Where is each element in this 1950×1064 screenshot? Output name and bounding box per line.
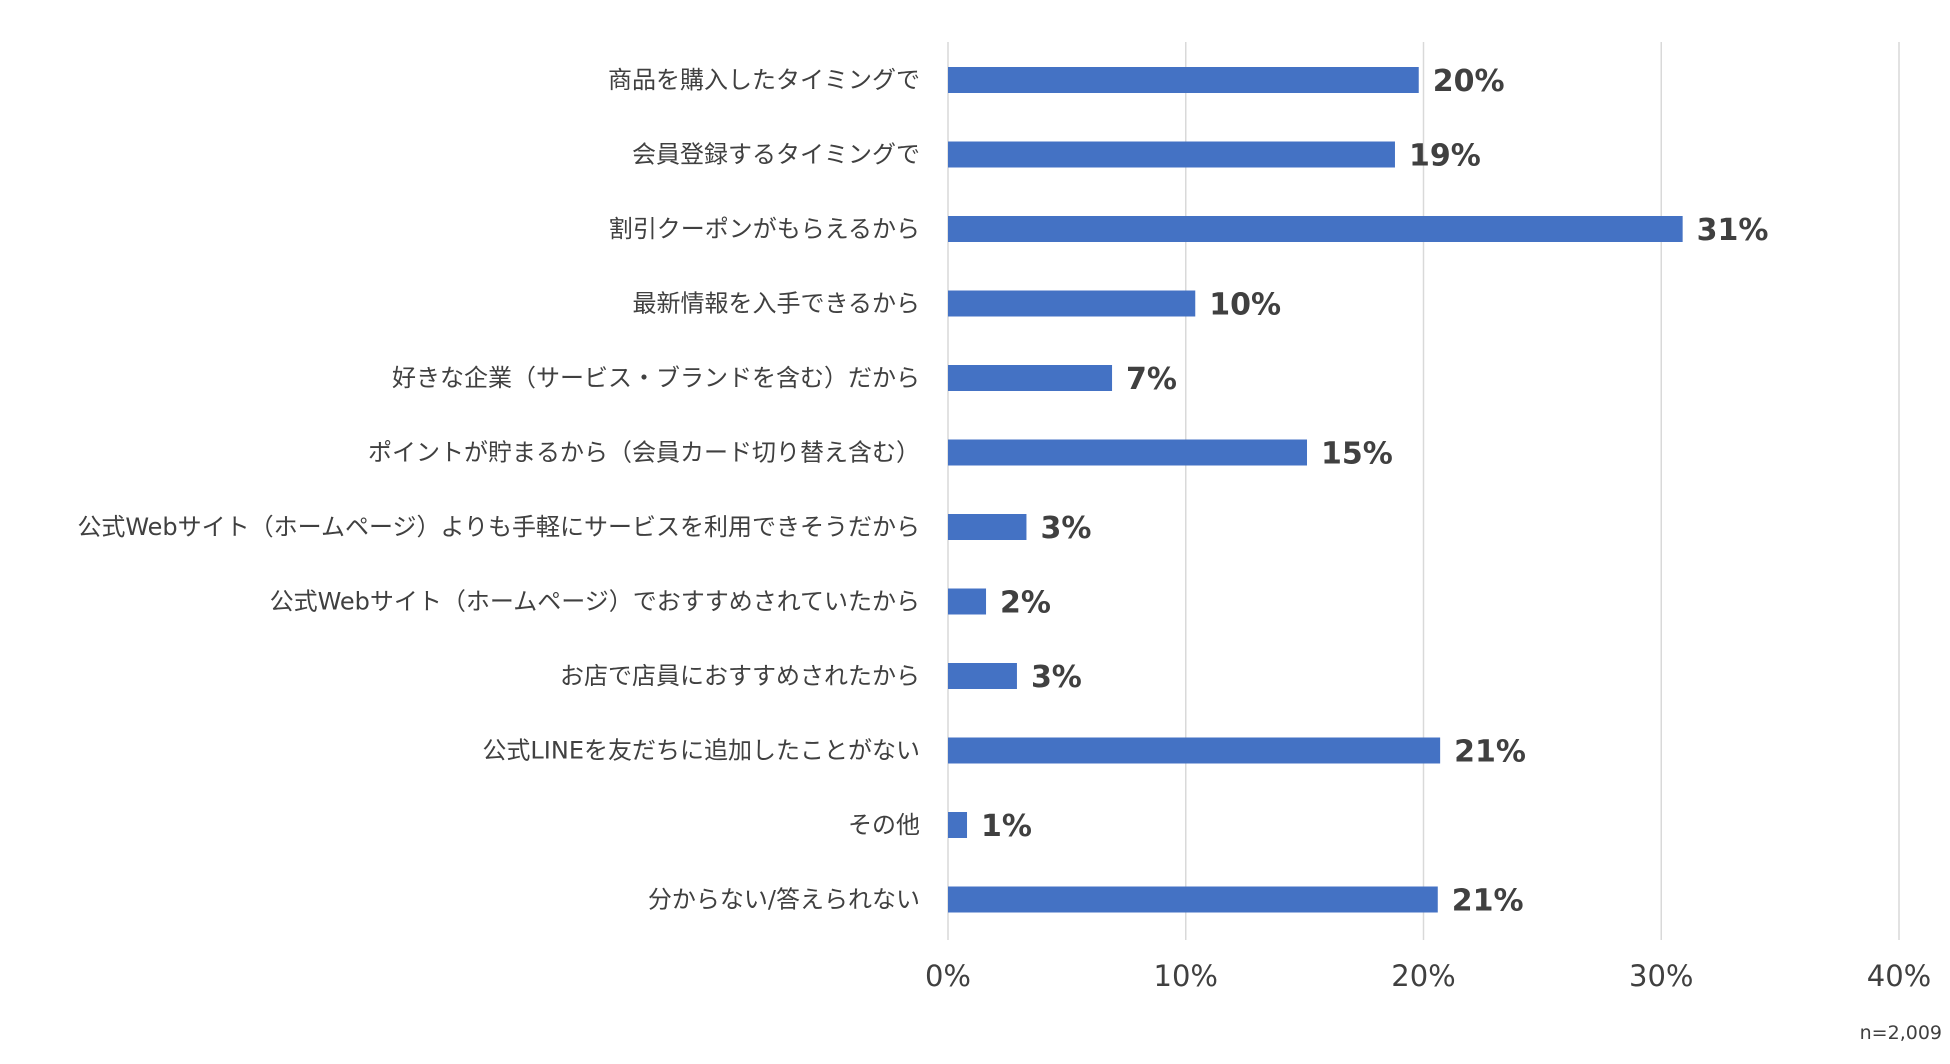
gridlines	[947, 42, 1900, 940]
category-label: 会員登録するタイミングで	[632, 141, 920, 169]
bar	[948, 216, 1683, 242]
category-label: 公式LINEを友だちに追加したことがない	[482, 737, 920, 765]
data-label: 3%	[1040, 511, 1091, 546]
value-labels: 20% 19% 31% 10% 7% 15% 3% 2% 3% 21% 1% 21%	[981, 64, 1768, 919]
bar	[948, 514, 1027, 540]
bar	[948, 812, 968, 838]
data-label: 3%	[1031, 660, 1082, 695]
data-label: 21%	[1452, 884, 1524, 919]
data-label: 20%	[1433, 64, 1505, 99]
x-tick-label: 40%	[1867, 959, 1931, 993]
category-label: ポイントが貯まるから（会員カード切り替え含む）	[368, 439, 920, 467]
bar	[948, 67, 1419, 93]
data-label: 19%	[1409, 139, 1481, 174]
data-label: 21%	[1454, 735, 1526, 770]
bar	[948, 737, 1441, 764]
category-label: 最新情報を入手できるから	[632, 290, 920, 318]
bar	[948, 663, 1017, 689]
category-label: 商品を購入したタイミングで	[608, 66, 920, 94]
bars	[948, 67, 1683, 913]
category-label: お店で店員におすすめされたから	[560, 662, 920, 690]
category-label: 好きな企業（サービス・ブランドを含む）だから	[392, 364, 920, 392]
data-label: 10%	[1209, 288, 1281, 323]
x-tick-label: 30%	[1629, 959, 1693, 993]
bar	[948, 290, 1196, 317]
data-label: 31%	[1697, 213, 1769, 248]
data-label: 15%	[1321, 437, 1393, 472]
bar	[948, 886, 1438, 913]
x-tick-label: 10%	[1154, 959, 1218, 993]
category-labels: 商品を購入したタイミングで会員登録するタイミングで割引クーポンがもらえるから最新…	[77, 66, 920, 914]
bar	[948, 588, 987, 615]
category-label: 分からない/答えられない	[648, 886, 920, 914]
x-tick-label: 0%	[925, 959, 971, 993]
data-label: 1%	[981, 809, 1032, 844]
category-label: 割引クーポンがもらえるから	[609, 215, 920, 243]
category-label: 公式Webサイト（ホームページ）よりも手軽にサービスを利用できそうだから	[77, 513, 920, 541]
data-label: 7%	[1126, 362, 1177, 397]
bar	[948, 365, 1113, 391]
bar	[948, 439, 1308, 466]
x-tick-label: 20%	[1391, 959, 1455, 993]
sample-size-note: n=2,009	[1859, 1022, 1942, 1044]
category-label: 公式Webサイト（ホームページ）でおすすめされていたから	[270, 588, 920, 616]
x-axis-tick-labels: 0% 10% 20% 30% 40%	[925, 959, 1931, 993]
category-label: その他	[848, 811, 920, 839]
data-label: 2%	[1000, 586, 1051, 621]
bar	[948, 141, 1395, 168]
